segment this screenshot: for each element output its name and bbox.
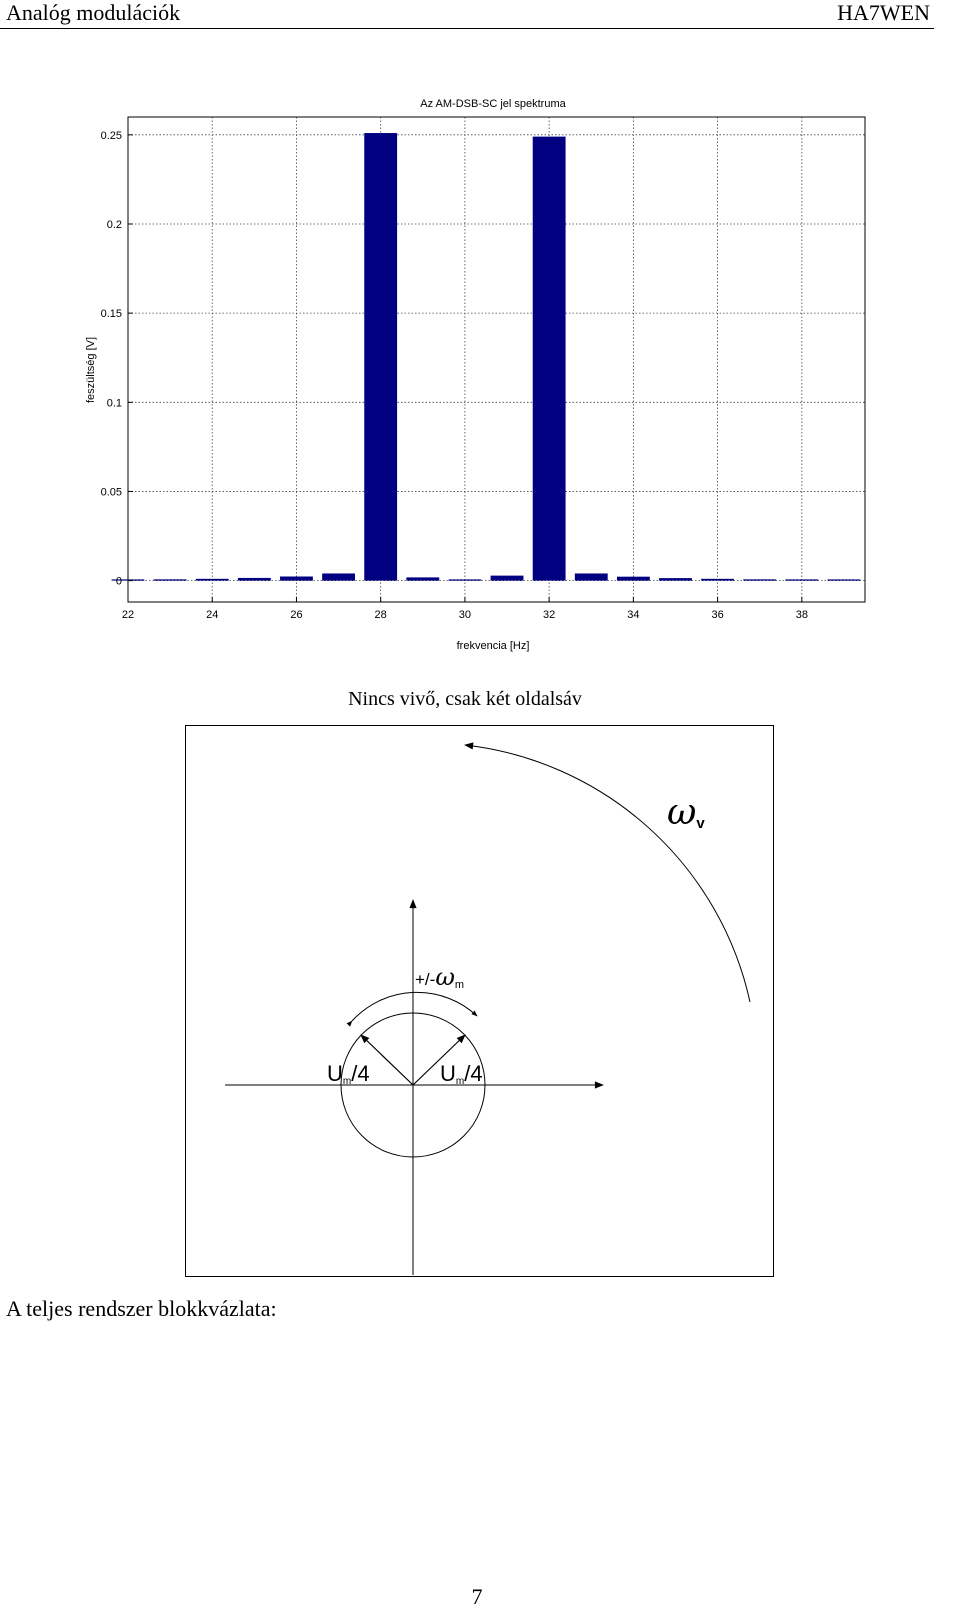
carrier-rotation-arc [464, 742, 751, 1003]
spectrum-chart: Az AM-DSB-SC jel spektruma 22 24 26 28 30 32 3… [85, 98, 866, 652]
modulation-plus-minus: +/- [415, 970, 435, 989]
bar-30hz [448, 579, 482, 581]
bar-37hz [743, 579, 777, 581]
y-tick-label-5: 0.25 [101, 130, 122, 142]
page-number-text: 7 [471, 1584, 483, 1609]
chart-bars [111, 133, 861, 581]
bar-29hz [406, 577, 440, 581]
bar-23hz [153, 579, 187, 581]
y-tick-label-4: 0.2 [107, 219, 122, 231]
bar-34hz [616, 576, 650, 581]
bar-24hz [195, 578, 229, 581]
x-tick-label-2: 26 [290, 609, 302, 621]
modulation-rotation-arc [346, 991, 478, 1027]
right-vector-divisor: /4 [464, 1061, 482, 1086]
bar-33hz [574, 573, 608, 581]
chart-x-axis-label: frekvencia [Hz] [457, 640, 530, 652]
page-number: 7 [0, 1584, 960, 1610]
x-tick-label-7: 36 [711, 609, 723, 621]
y-tick-label-1: 0.05 [101, 486, 122, 498]
y-tick-label-3: 0.15 [101, 308, 122, 320]
carrier-omega-symbol: ω [667, 792, 696, 833]
bar-38hz [785, 579, 819, 581]
header-rule [0, 28, 934, 29]
x-tick-label-3: 28 [375, 609, 387, 621]
carrier-omega-subscript: v [696, 815, 705, 832]
phasor-diagram: ωv +/-ωm Um/4 Um/4 [185, 725, 774, 1277]
chart-grid [128, 117, 865, 602]
x-tick-label-1: 24 [206, 609, 218, 621]
right-vector-u: U [440, 1061, 456, 1086]
figure-caption-text: Nincs vivő, csak két oldalsáv [348, 688, 582, 710]
modulation-omega-symbol: ω [435, 963, 455, 991]
figure-caption: Nincs vivő, csak két oldalsáv [0, 687, 960, 711]
left-sideband-vector [360, 1034, 414, 1086]
chart-y-ticks: 0 0.05 0.1 0.15 0.2 0.25 [101, 130, 133, 588]
chart-plot-frame [127, 116, 866, 603]
right-vector-label: Um/4 [440, 1061, 483, 1087]
modulation-frequency-label: +/-ωm [415, 963, 464, 991]
left-vector-divisor: /4 [351, 1061, 369, 1086]
x-tick-label-4: 30 [459, 609, 471, 621]
bar-31hz [490, 575, 524, 581]
bar-27hz [322, 573, 355, 581]
bar-36hz [701, 578, 735, 581]
bar-26hz [280, 576, 313, 581]
x-tick-label-5: 32 [543, 609, 555, 621]
phasor-frame [185, 725, 774, 1277]
right-vector-subscript: m [456, 1076, 464, 1087]
y-tick-label-2: 0.1 [107, 397, 122, 409]
x-tick-label-8: 38 [796, 609, 808, 621]
chart-x-ticks: 22 24 26 28 30 32 34 36 38 [122, 597, 808, 621]
y-tick-label-0: 0 [116, 576, 122, 588]
right-sideband-vector [412, 1034, 466, 1086]
bar-39hz [827, 579, 861, 581]
chart-y-axis-label: feszültség [V] [85, 337, 97, 403]
bar-35hz [659, 578, 692, 581]
header-author: HA7WEN [837, 0, 930, 25]
modulation-omega-subscript: m [455, 979, 464, 991]
x-tick-label-6: 34 [627, 609, 639, 621]
left-vector-subscript: m [343, 1076, 351, 1087]
section-title: A teljes rendszer blokkvázlata: [6, 1296, 277, 1321]
carrier-frequency-label: ωv [667, 792, 705, 833]
bar-28hz [364, 133, 398, 581]
header-title: Analóg modulációk [6, 0, 181, 25]
left-vector-label: Um/4 [327, 1061, 370, 1087]
left-vector-u: U [327, 1061, 343, 1086]
bar-25hz [237, 577, 271, 581]
x-tick-label-0: 22 [122, 609, 134, 621]
chart-title: Az AM-DSB-SC jel spektruma [420, 98, 566, 110]
bar-32hz [532, 136, 566, 581]
